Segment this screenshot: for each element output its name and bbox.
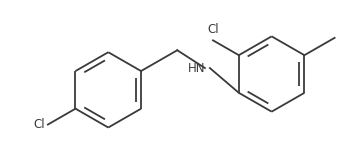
Text: HN: HN [187, 61, 205, 75]
Text: Cl: Cl [33, 118, 45, 131]
Text: Cl: Cl [207, 23, 219, 36]
